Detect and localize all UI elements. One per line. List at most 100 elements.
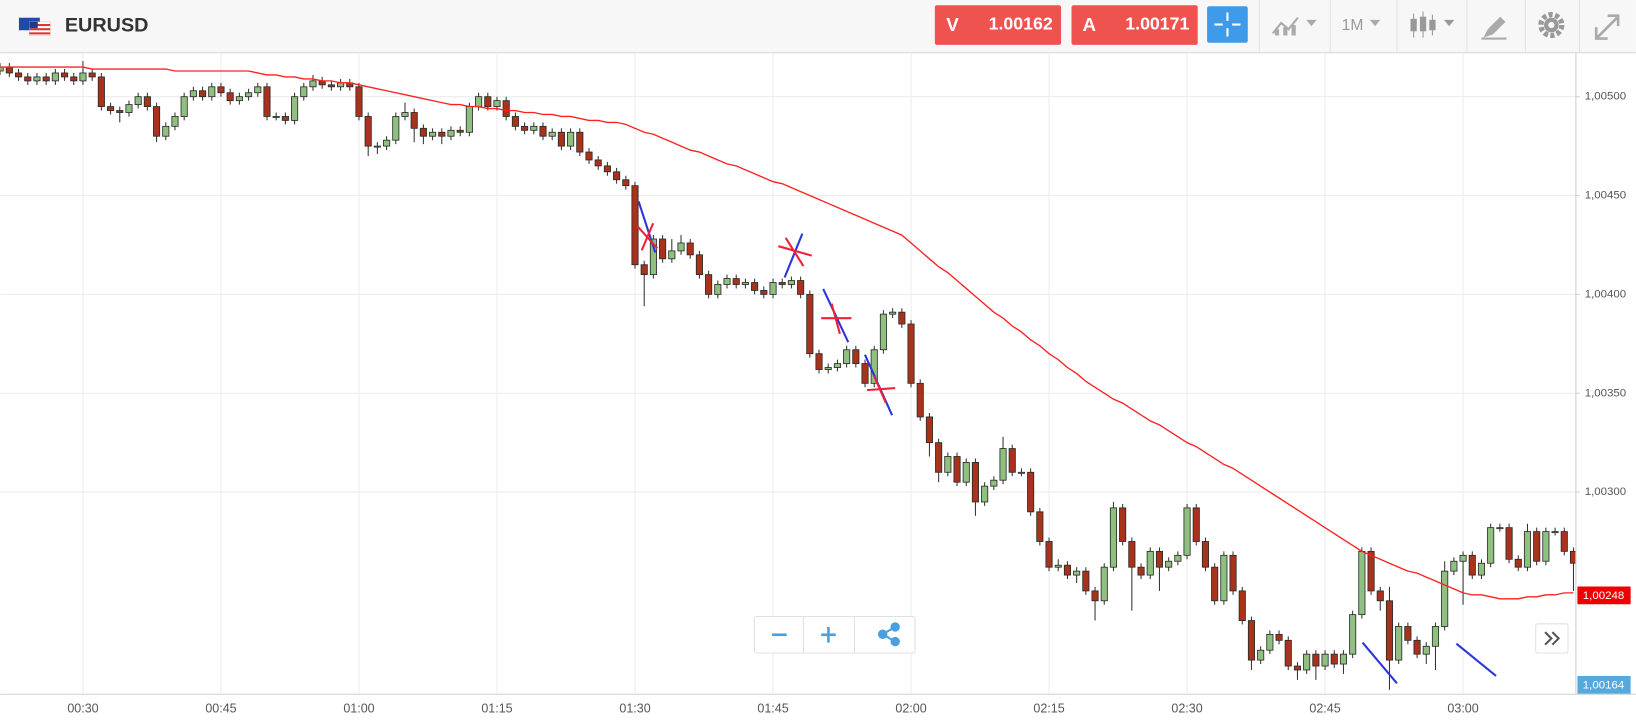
candle-body bbox=[723, 278, 731, 285]
candle-body bbox=[1238, 590, 1246, 621]
candle-body bbox=[732, 278, 740, 285]
candle-body bbox=[1514, 558, 1522, 568]
candle-body bbox=[1266, 633, 1274, 651]
zoom-controls bbox=[753, 615, 916, 654]
candle-body bbox=[502, 100, 510, 117]
candle-body bbox=[668, 250, 676, 260]
candle-body bbox=[1165, 560, 1173, 568]
crosshair-button[interactable] bbox=[1207, 6, 1248, 43]
candle-body bbox=[530, 125, 538, 131]
current-price-label: 1,00248 bbox=[1583, 590, 1624, 602]
candle-style-button[interactable] bbox=[1410, 11, 1455, 38]
candle-body bbox=[15, 72, 23, 78]
candle-body bbox=[1523, 531, 1532, 568]
candle-body bbox=[1082, 570, 1090, 592]
candle-body bbox=[1404, 626, 1412, 641]
candle-body bbox=[493, 100, 501, 107]
x-tick-label: 02:30 bbox=[1171, 702, 1202, 716]
y-tick-label: 1,00500 bbox=[1585, 91, 1626, 103]
candle-body bbox=[143, 96, 151, 107]
candle-body bbox=[1358, 550, 1366, 616]
candle-body bbox=[852, 349, 860, 364]
candle-body bbox=[1220, 554, 1228, 602]
candle-body bbox=[226, 92, 234, 102]
candle-body bbox=[999, 448, 1007, 481]
header-bar bbox=[0, 0, 1636, 53]
candle-body bbox=[1459, 554, 1467, 562]
candle-body bbox=[944, 456, 952, 473]
candle-body bbox=[51, 72, 59, 82]
y-tick-label: 1,00300 bbox=[1585, 486, 1626, 498]
candle-body bbox=[1413, 639, 1421, 655]
candle-body bbox=[1063, 564, 1071, 576]
candle-body bbox=[24, 76, 32, 82]
candle-body bbox=[1533, 531, 1541, 562]
settings-button[interactable] bbox=[1538, 11, 1565, 39]
candle-body bbox=[806, 293, 814, 355]
candle-body bbox=[1422, 645, 1430, 655]
y-tick-label: 1,00350 bbox=[1585, 387, 1626, 399]
candle-body bbox=[778, 282, 786, 285]
candle-body bbox=[1330, 653, 1338, 665]
candle-body bbox=[861, 363, 869, 384]
timeframe-label: 1M bbox=[1342, 17, 1364, 34]
candle-body bbox=[769, 282, 777, 295]
candle-body bbox=[291, 96, 299, 121]
candle-body bbox=[640, 264, 648, 276]
candle-body bbox=[419, 127, 427, 137]
candle-body bbox=[1027, 471, 1035, 513]
candle-body bbox=[649, 238, 657, 276]
candle-body bbox=[907, 323, 915, 384]
candle-body bbox=[622, 179, 630, 187]
scroll-latest-button[interactable] bbox=[1535, 623, 1569, 654]
candle-body bbox=[456, 129, 464, 133]
candle-body bbox=[898, 311, 906, 325]
timeframe-button[interactable]: 1M bbox=[1342, 17, 1381, 34]
fullscreen-button[interactable] bbox=[1594, 14, 1620, 40]
current-price-tag bbox=[1577, 586, 1631, 605]
candle-body bbox=[364, 116, 372, 147]
candle-body bbox=[410, 112, 418, 129]
candle-body bbox=[1441, 570, 1449, 627]
candle-body bbox=[189, 90, 197, 98]
candle-body bbox=[208, 86, 216, 98]
sell-button[interactable] bbox=[934, 5, 1062, 45]
draw-tool-button[interactable] bbox=[1481, 16, 1507, 40]
candle-body bbox=[401, 112, 409, 117]
buy-button[interactable] bbox=[1071, 5, 1198, 45]
candle-body bbox=[134, 96, 142, 106]
share-button[interactable] bbox=[877, 622, 900, 647]
candle-body bbox=[548, 131, 556, 137]
candle-body bbox=[1045, 541, 1053, 568]
candle-body bbox=[355, 86, 363, 117]
x-tick-label: 02:15 bbox=[1033, 702, 1064, 716]
candle-body bbox=[1091, 590, 1099, 602]
candle-body bbox=[97, 76, 105, 107]
candle-body bbox=[889, 311, 897, 315]
candle-body bbox=[217, 86, 225, 94]
toolbar-dividers bbox=[1258, 0, 1581, 53]
zoom-in-icon bbox=[821, 626, 836, 643]
candle-body bbox=[1017, 471, 1025, 474]
low-price-tag bbox=[1577, 675, 1631, 694]
candle-body bbox=[1192, 507, 1200, 542]
candle-body bbox=[1569, 550, 1576, 564]
candle-body bbox=[1257, 649, 1265, 661]
x-tick-label: 00:45 bbox=[205, 702, 236, 716]
candle-body bbox=[373, 145, 381, 148]
chart-type-button[interactable] bbox=[1272, 17, 1317, 36]
candle-body bbox=[613, 171, 621, 181]
candle-body bbox=[1100, 566, 1108, 602]
candle-body bbox=[0, 66, 4, 72]
axes: 1,00300 1,00350 1,00400 1,00450 1,00500 00:30… bbox=[67, 91, 1631, 716]
candle-body bbox=[1119, 507, 1127, 542]
candle-body bbox=[843, 349, 851, 364]
candle-body bbox=[171, 116, 179, 127]
candle-body bbox=[833, 363, 841, 368]
candle-body bbox=[557, 131, 565, 147]
candle-body bbox=[935, 442, 943, 473]
candle-body bbox=[751, 282, 759, 291]
candle-body bbox=[1431, 626, 1440, 647]
candle-body bbox=[1468, 554, 1476, 576]
